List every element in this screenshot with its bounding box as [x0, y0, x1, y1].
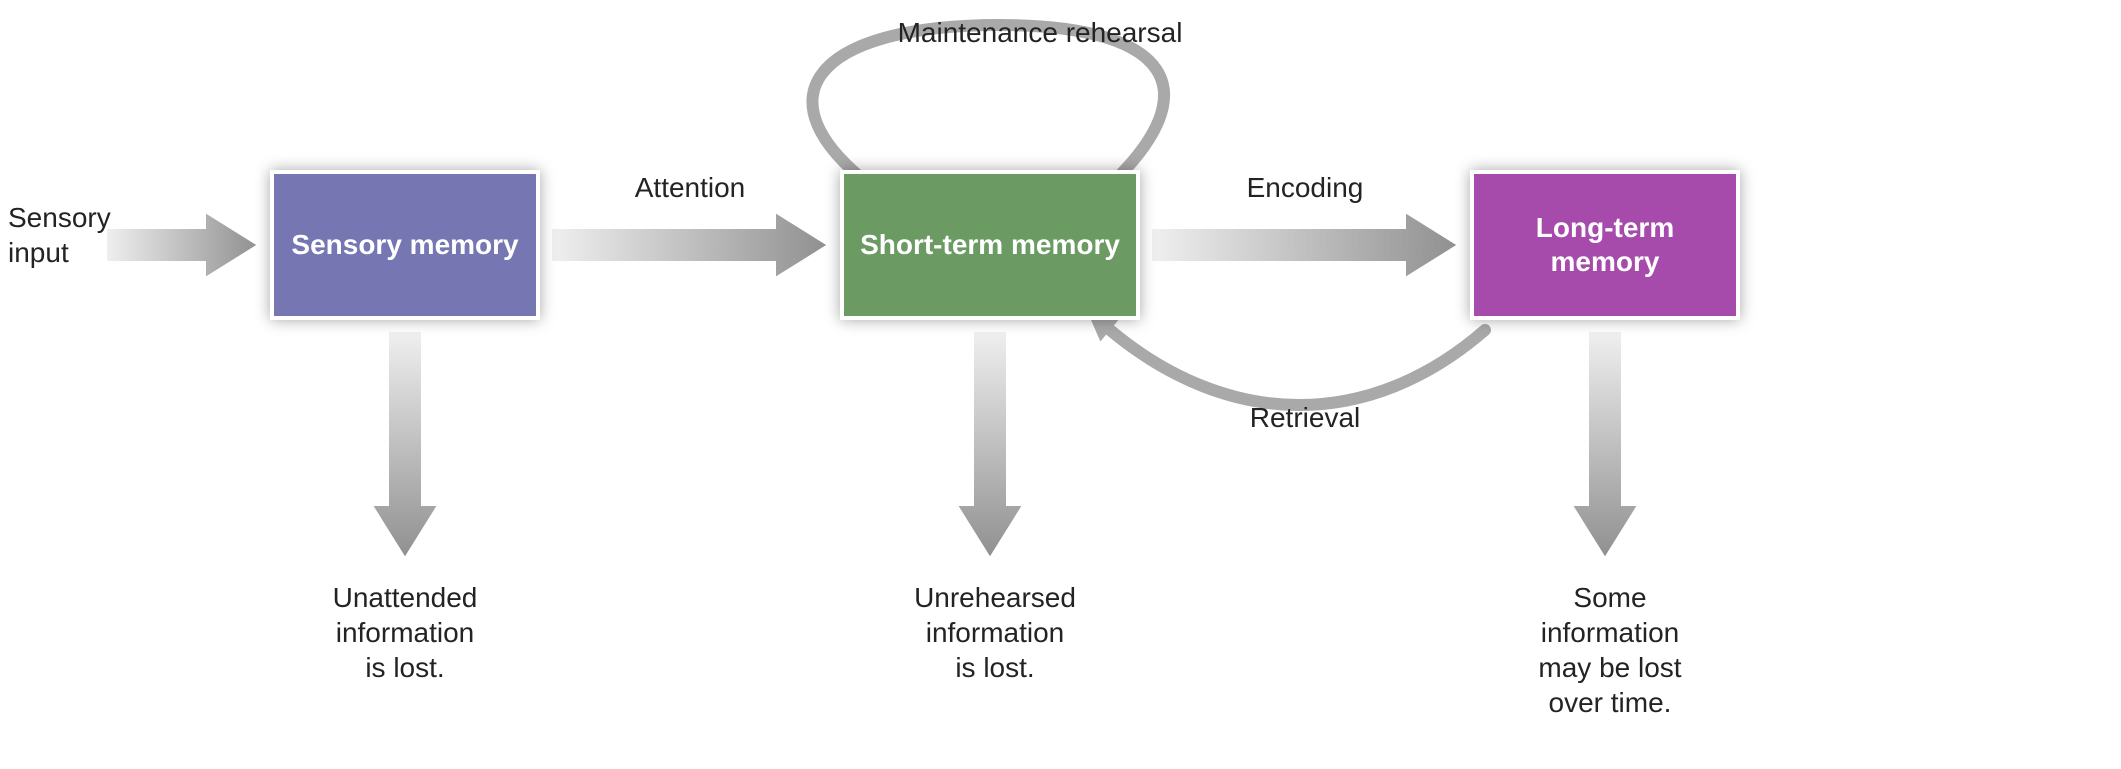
- box-long-term-memory-label: Long-term memory: [1484, 211, 1726, 278]
- label-loss-longterm: Some information may be lost over time.: [1480, 580, 1740, 720]
- label-retrieval: Retrieval: [1175, 400, 1435, 435]
- box-sensory-memory: Sensory memory: [270, 170, 540, 320]
- box-sensory-memory-label: Sensory memory: [291, 228, 518, 262]
- box-short-term-memory-label: Short-term memory: [860, 228, 1120, 262]
- arrow-attention: [550, 210, 830, 280]
- box-short-term-memory: Short-term memory: [840, 170, 1140, 320]
- arrow-loss-sensory: [370, 330, 440, 560]
- arrow-loss-longterm: [1570, 330, 1640, 560]
- memory-flow-diagram: Sensory memory Short-term memory Long-te…: [0, 0, 2121, 769]
- arrow-loss-shortterm: [955, 330, 1025, 560]
- label-sensory-input: Sensory input: [0, 200, 158, 270]
- arrow-encoding: [1150, 210, 1460, 280]
- label-loss-sensory: Unattended information is lost.: [275, 580, 535, 685]
- box-long-term-memory: Long-term memory: [1470, 170, 1740, 320]
- label-loss-shortterm: Unrehearsed information is lost.: [865, 580, 1125, 685]
- label-attention: Attention: [580, 170, 800, 205]
- label-encoding: Encoding: [1175, 170, 1435, 205]
- label-maintenance-rehearsal: Maintenance rehearsal: [830, 15, 1250, 50]
